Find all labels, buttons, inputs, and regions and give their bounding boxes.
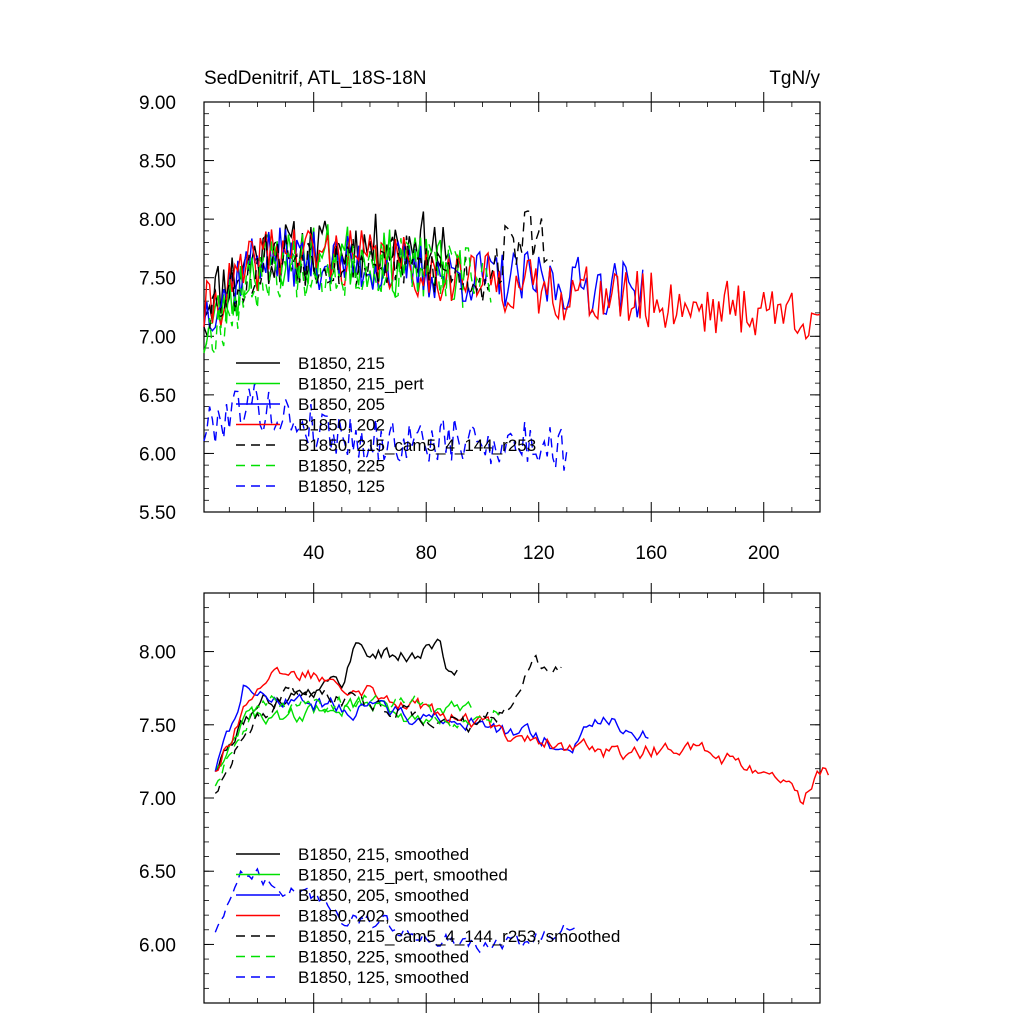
legend-label: B1850, 215_pert, smoothed	[298, 866, 508, 885]
plot-frame-top	[203, 101, 821, 513]
legend-label: B1850, 225	[298, 457, 385, 476]
series-line	[214, 654, 562, 794]
legend-label: B1850, 215_cam5_4_144_r253	[298, 436, 536, 455]
legend-label: B1850, 215	[298, 354, 385, 373]
series-line	[203, 210, 554, 337]
y-tick-label: 7.50	[139, 269, 176, 290]
chart-title: SedDenitrif, ATL_18S-18N	[204, 68, 427, 89]
series-line	[203, 224, 464, 354]
series-line	[214, 693, 500, 787]
series-line	[215, 666, 830, 806]
series-line	[203, 237, 492, 356]
y-tick-label: 8.00	[139, 643, 176, 664]
y-tick-label: 5.50	[139, 503, 176, 524]
top-panel: SedDenitrif, ATL_18S-18N TgN/y 5.50 6.00 6…	[139, 68, 821, 564]
y-tick-label: 8.00	[139, 210, 176, 231]
x-tick-label: 80	[416, 543, 437, 564]
series-line	[203, 383, 568, 471]
y-tick-label: 6.50	[139, 862, 176, 883]
axis-ticks-top: 5.50 6.00 6.50 7.00 7.50 8.00 8.50 9.00 40 80 120 1…	[139, 92, 821, 564]
y-tick-label: 9.00	[139, 93, 176, 114]
series-line	[214, 638, 458, 773]
series-lines-bottom	[214, 638, 830, 954]
legend-label: B1850, 225, smoothed	[298, 948, 469, 967]
legend-label: B1850, 215_cam5_4_144_r253, smoothed	[298, 927, 620, 946]
y-tick-label: 6.50	[139, 386, 176, 407]
y-tick-label: 7.00	[139, 789, 176, 810]
units-label: TgN/y	[769, 68, 820, 89]
y-tick-label: 8.50	[139, 152, 176, 173]
series-lines-top	[203, 210, 821, 471]
legend-label: B1850, 215_pert	[298, 375, 424, 394]
series-line	[214, 684, 649, 772]
legend-label: B1850, 125, smoothed	[298, 968, 469, 987]
x-tick-label: 40	[303, 543, 324, 564]
y-tick-label: 6.00	[139, 444, 176, 465]
y-tick-label: 7.50	[139, 716, 176, 737]
legend-label: B1850, 202, smoothed	[298, 907, 469, 926]
series-line	[214, 867, 576, 954]
x-tick-label: 160	[635, 543, 667, 564]
bottom-panel: 6.00 6.50 7.00 7.50 8.00 B1850, 215, smoothe…	[139, 583, 830, 1013]
legend-label: B1850, 205	[298, 395, 385, 414]
y-tick-label: 7.00	[139, 327, 176, 348]
legend-label: B1850, 125	[298, 477, 385, 496]
legend-label: B1850, 205, smoothed	[298, 886, 469, 905]
y-tick-label: 6.00	[139, 935, 176, 956]
legend-bottom: B1850, 215, smoothed B1850, 215_pert, smo…	[236, 845, 620, 987]
axis-ticks-bottom: 6.00 6.50 7.00 7.50 8.00	[139, 583, 821, 1013]
x-tick-label: 120	[523, 543, 555, 564]
legend-label: B1850, 215, smoothed	[298, 845, 469, 864]
x-tick-label: 200	[748, 543, 780, 564]
legend-label: B1850, 202	[298, 416, 385, 435]
series-line	[203, 229, 821, 341]
series-line	[203, 227, 644, 332]
